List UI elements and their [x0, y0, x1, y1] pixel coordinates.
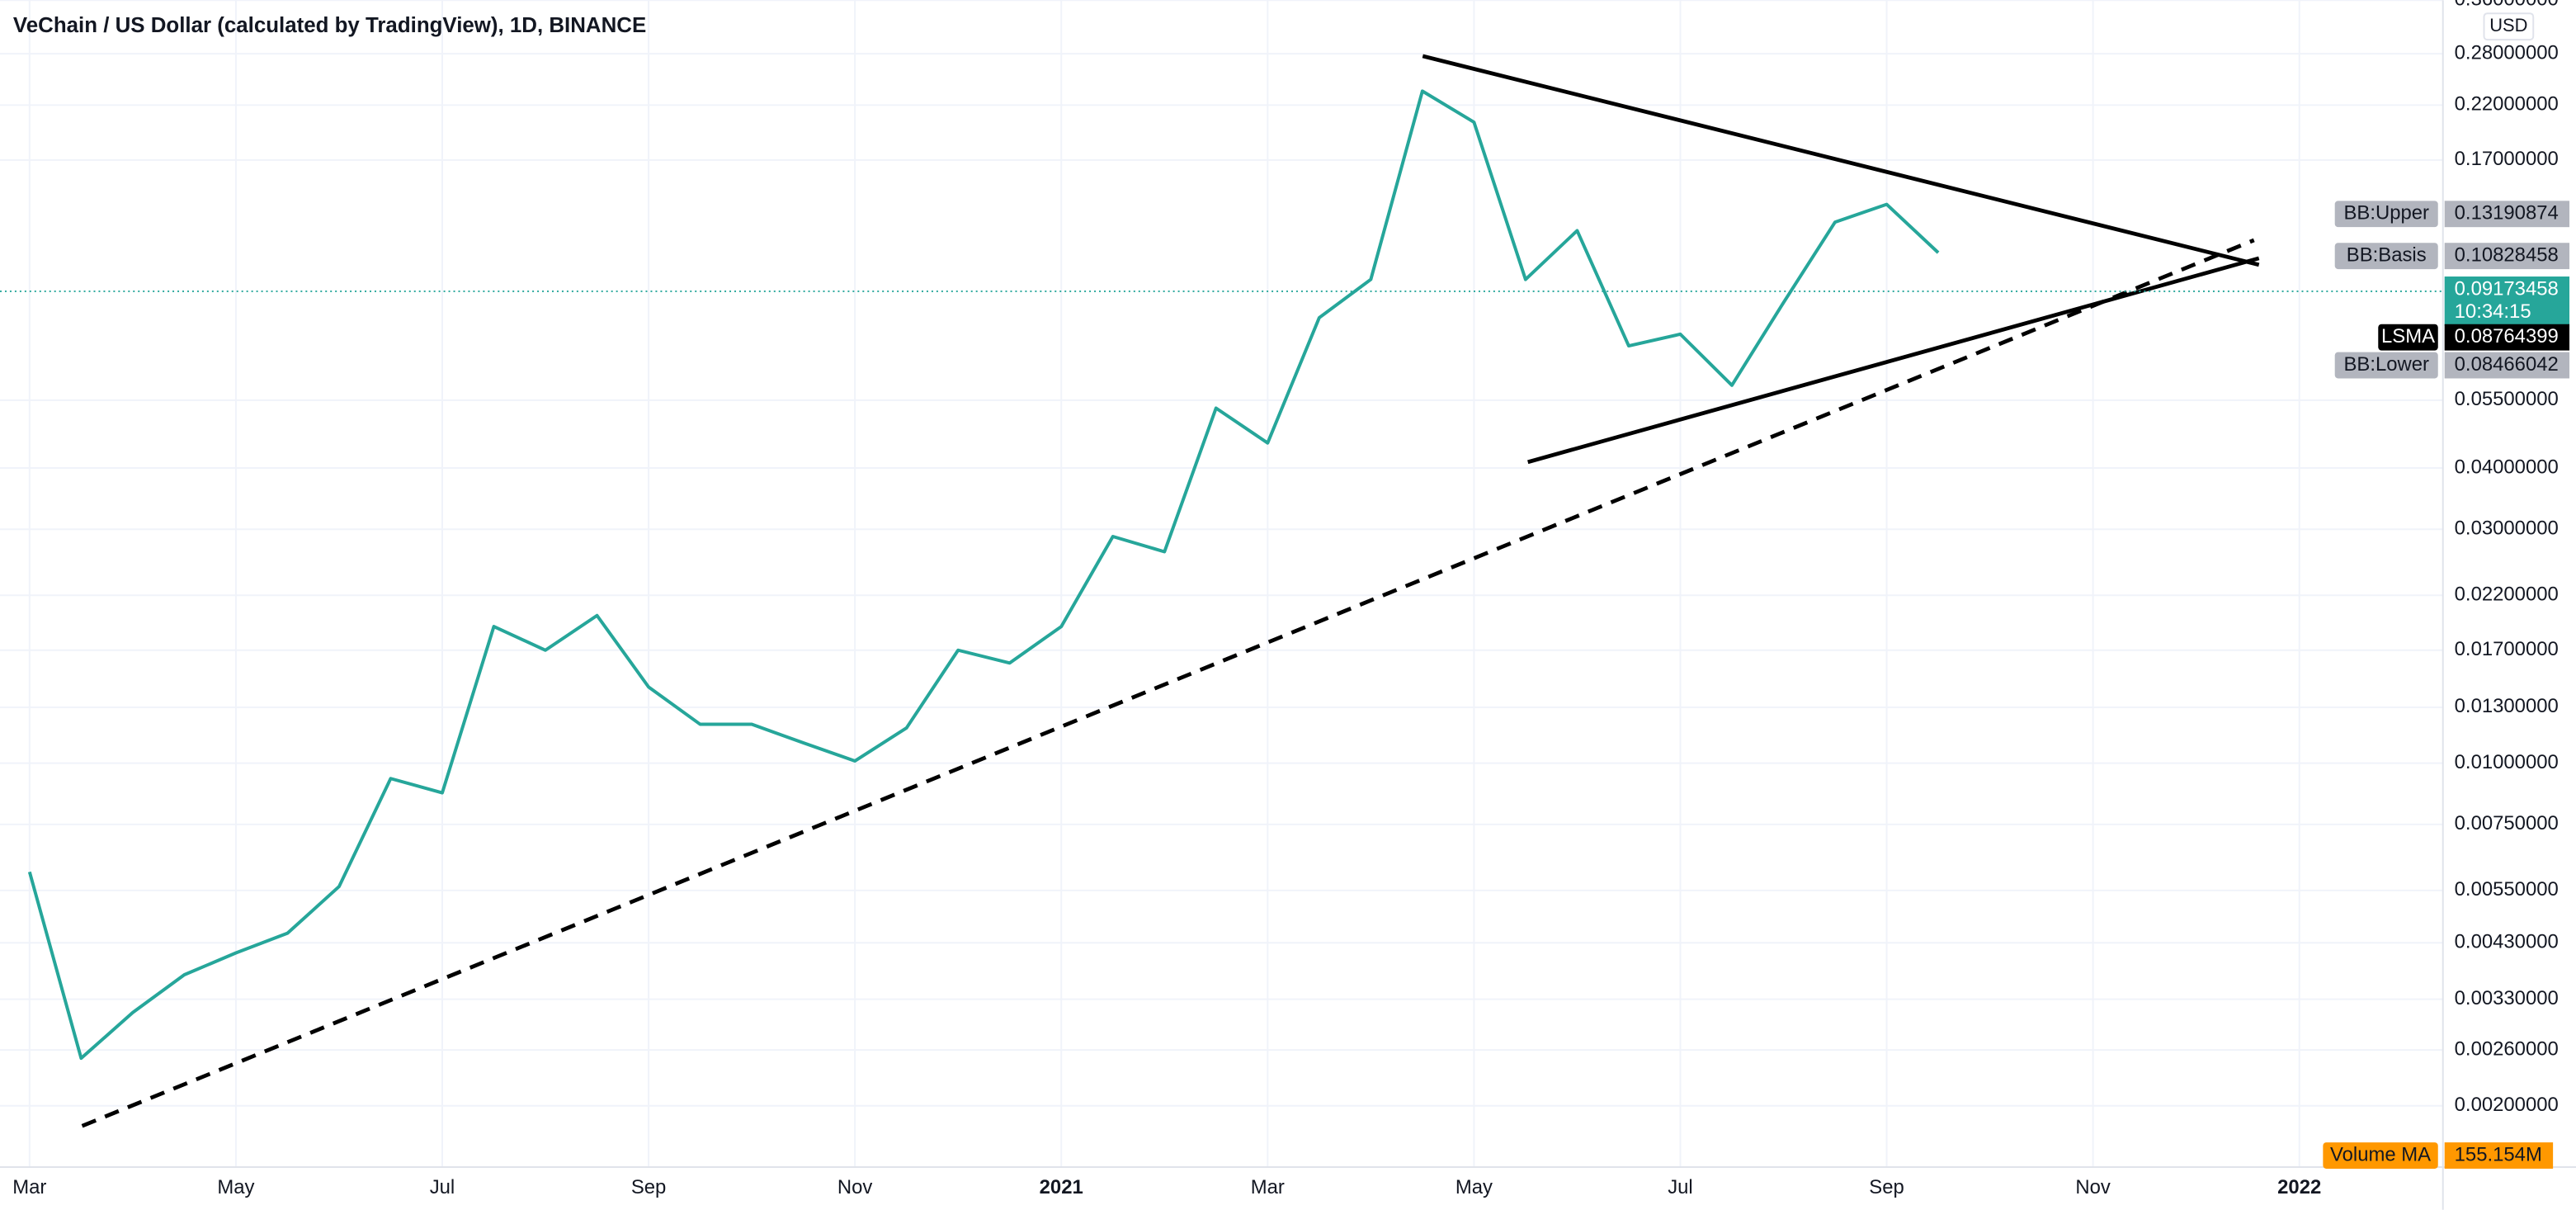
indicator-value: 0.08466042 [2455, 353, 2559, 376]
indicator-name: BB:Basis [2347, 243, 2427, 266]
x-tick-label: Sep [1869, 1176, 1904, 1198]
volume-ma-value: 155.154M [2455, 1143, 2542, 1165]
y-tick-label: 0.01700000 [2455, 638, 2559, 660]
indicator-value-box [2444, 352, 2570, 379]
y-tick-label: 0.17000000 [2455, 148, 2559, 170]
trendlines [81, 54, 2260, 1128]
volume-ma-name: Volume MA [2330, 1143, 2431, 1165]
y-tick-label: 0.03000000 [2455, 518, 2559, 540]
indicator-name: BB:Lower [2343, 353, 2429, 376]
x-tick-label: 2022 [2277, 1176, 2321, 1198]
indicator-value: 0.13190874 [2455, 202, 2559, 225]
indicator-name-box [2334, 201, 2438, 228]
x-tick-label: Sep [631, 1176, 666, 1198]
price-line [27, 89, 1940, 1061]
indicator-value: 0.10828458 [2455, 243, 2559, 266]
indicator-value-box [2444, 324, 2570, 351]
currency: USD [2489, 15, 2527, 35]
indicator-value-box [2444, 243, 2570, 270]
triangle-lower [1527, 256, 2260, 465]
y-tick-label: 0.28000000 [2455, 41, 2559, 64]
y-tick-label: 0.00750000 [2455, 812, 2559, 834]
indicator-name: BB:Upper [2343, 202, 2429, 225]
y-tick-label: 0.00200000 [2455, 1094, 2559, 1116]
x-tick-label: May [217, 1176, 254, 1198]
x-tick-label: Mar [12, 1176, 46, 1198]
grid [0, 0, 2443, 1167]
y-tick-label: 0.02200000 [2455, 584, 2559, 606]
y-tick-label: 0.05500000 [2455, 388, 2559, 410]
x-tick-label: Mar [1251, 1176, 1285, 1198]
triangle-upper [1422, 54, 2260, 267]
y-tick-label: 0.00550000 [2455, 878, 2559, 900]
volume-ma-name-box [2323, 1142, 2438, 1169]
y-tick-label: 0.22000000 [2455, 93, 2559, 116]
current-price-box [2444, 277, 2570, 326]
labels: 0.36000000 0.28000000 0.22000000 0.17000000… [12, 0, 2570, 1198]
current-price: 0.09173458 [2455, 277, 2559, 300]
plot [0, 89, 2443, 1061]
chart-title: VeChain / US Dollar (calculated by Tradi… [13, 14, 646, 37]
countdown: 10:34:15 [2455, 300, 2531, 323]
indicator-name: LSMA [2381, 325, 2435, 347]
y-tick-label: 0.36000000 [2455, 0, 2559, 11]
y-tick-label: 0.00260000 [2455, 1037, 2559, 1060]
indicator-value: 0.08764399 [2455, 325, 2559, 347]
y-tick-label: 0.01300000 [2455, 695, 2559, 717]
x-tick-label: 2021 [1040, 1176, 1083, 1198]
indicator-name-box [2334, 352, 2438, 379]
x-tick-label: Nov [837, 1176, 873, 1198]
indicator-name-box [2378, 324, 2438, 351]
x-tick-label: Jul [1668, 1176, 1693, 1198]
x-tick-label: Jul [430, 1176, 455, 1198]
x-tick-label: Nov [2075, 1176, 2111, 1198]
indicator-value-box [2444, 201, 2570, 228]
volume-ma-value-box [2444, 1142, 2554, 1169]
indicator-name-box [2334, 243, 2438, 270]
currency-box [2483, 12, 2535, 41]
y-tick-label: 0.00430000 [2455, 931, 2559, 953]
y-tick-label: 0.01000000 [2455, 751, 2559, 773]
support-dashed [81, 238, 2255, 1128]
y-tick-label: 0.00330000 [2455, 987, 2559, 1009]
y-tick-label: 0.04000000 [2455, 456, 2559, 478]
x-tick-label: May [1455, 1176, 1493, 1198]
